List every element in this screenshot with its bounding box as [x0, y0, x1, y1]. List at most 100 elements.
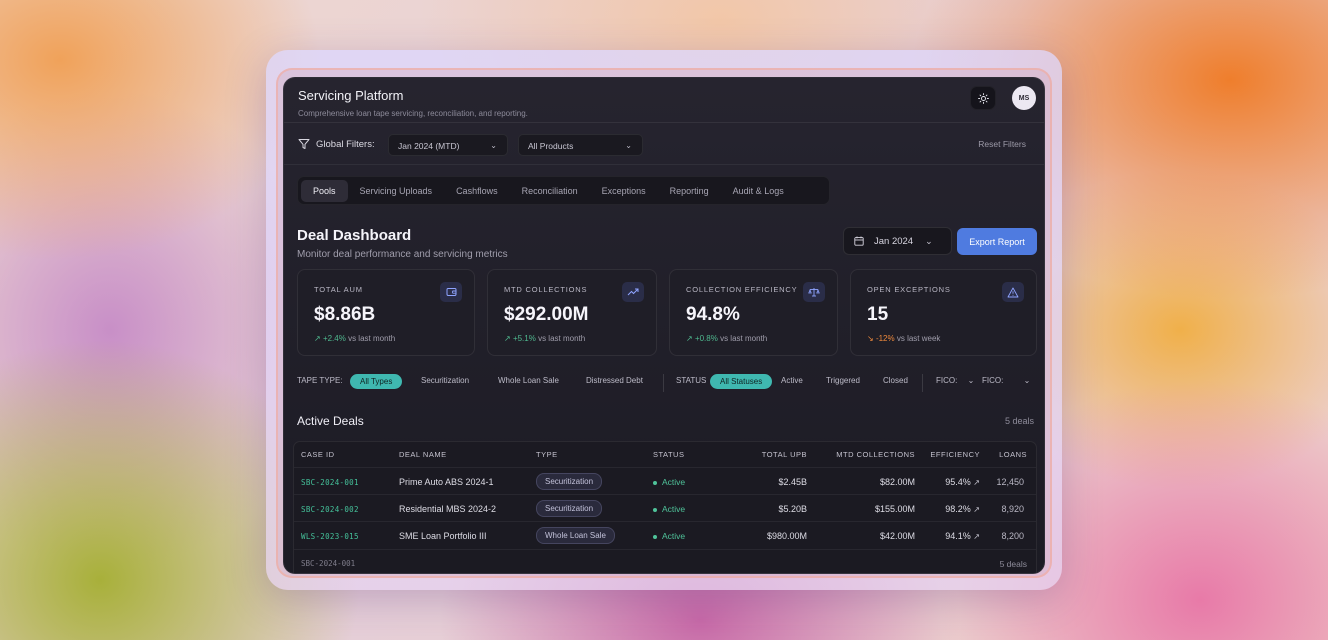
tab-reconciliation[interactable]: Reconciliation	[521, 185, 578, 196]
kpi-label: COLLECTION EFFICIENCY	[686, 285, 798, 294]
reset-filters-button[interactable]: Reset Filters	[978, 139, 1026, 149]
trend-up-arrow-icon: ↗	[504, 334, 511, 343]
kpi-card-open-exceptions: OPEN EXCEPTIONS 15 ↘ -12% vs last week	[850, 269, 1037, 356]
loan-count: 8,200	[1001, 531, 1024, 541]
products-select[interactable]: All Products ⌄	[518, 134, 643, 156]
trend-up-arrow-icon: ↗	[973, 478, 980, 487]
fico-select-1[interactable]: FICO: ⌄	[936, 376, 974, 385]
chip-all-statuses[interactable]: All Statuses	[710, 374, 773, 389]
chip-triggered[interactable]: Triggered	[826, 376, 860, 385]
chip-closed[interactable]: Closed	[883, 376, 908, 385]
kpi-delta-text: vs last month	[538, 334, 586, 343]
status-text: Active	[662, 504, 686, 514]
case-id-link[interactable]: WLS-2023-015	[301, 532, 359, 541]
loan-count: 8,920	[1001, 504, 1024, 514]
deals-table: CASE ID DEAL NAME TYPE STATUS TOTAL UPB …	[293, 441, 1037, 573]
chip-active[interactable]: Active	[781, 376, 803, 385]
table-row[interactable]: SBC-2024-001 Prime Auto ABS 2024-1 Secur…	[294, 467, 1036, 494]
case-id-link[interactable]: SBC-2024-001	[301, 478, 359, 487]
table-footer-id: SBC-2024-001	[301, 559, 356, 568]
tab-servicing-uploads[interactable]: Servicing Uploads	[359, 185, 433, 196]
trend-down-arrow-icon: ↘	[867, 334, 874, 343]
column-header[interactable]: TOTAL UPB	[761, 450, 807, 459]
total-upb: $5.20B	[778, 504, 807, 514]
column-header[interactable]: TYPE	[536, 450, 558, 459]
theme-toggle-button[interactable]	[970, 86, 996, 110]
kpi-delta-text: vs last week	[896, 334, 941, 343]
efficiency-value: 98.2%	[945, 504, 971, 514]
kpi-delta-value: +5.1%	[512, 334, 536, 343]
table-row[interactable]: WLS-2023-015 SME Loan Portfolio III Whol…	[294, 521, 1036, 548]
type-badge: Securitization	[536, 473, 603, 490]
table-row[interactable]: SBC-2024-002 Residential MBS 2024-2 Secu…	[294, 494, 1036, 521]
kpi-delta-text: vs last month	[348, 334, 396, 343]
fico-label: FICO:	[982, 376, 1004, 385]
tab-audit-logs[interactable]: Audit & Logs	[732, 185, 784, 196]
case-id-link[interactable]: SBC-2024-002	[301, 505, 359, 514]
chevron-down-icon: ⌄	[967, 376, 975, 385]
fico-label: FICO:	[936, 376, 958, 385]
app-title: Servicing Platform	[298, 88, 404, 103]
column-header[interactable]: CASE ID	[301, 450, 335, 459]
global-filters-label: Global Filters:	[316, 139, 375, 150]
sun-icon	[977, 92, 989, 104]
tab-pools[interactable]: Pools	[301, 179, 348, 202]
export-report-button[interactable]: Export Report	[957, 228, 1037, 255]
mtd-collections: $82.00M	[879, 477, 915, 487]
products-select-value: All Products	[528, 141, 574, 151]
column-header[interactable]: MTD COLLECTIONS	[836, 450, 915, 459]
period-select[interactable]: Jan 2024 (MTD) ⌄	[388, 134, 508, 156]
kpi-label: TOTAL AUM	[314, 285, 363, 294]
chip-divider	[922, 374, 923, 392]
total-upb: $2.45B	[778, 477, 807, 487]
kpi-value: 15	[867, 304, 889, 325]
mtd-collections: $155.00M	[874, 504, 915, 514]
deal-name: Residential MBS 2024-2	[399, 504, 497, 514]
column-header[interactable]: LOANS	[999, 450, 1027, 459]
date-picker-value: Jan 2024	[874, 235, 914, 247]
efficiency: 95.4% ↗	[945, 477, 980, 487]
chip-all-types[interactable]: All Types	[350, 374, 403, 389]
kpi-delta-value: +0.8%	[694, 334, 718, 343]
chevron-down-icon: ⌄	[490, 141, 497, 150]
table-footer: SBC-2024-001 5 deals	[294, 549, 1036, 573]
fico-select-2[interactable]: FICO: ⌄	[982, 376, 1030, 385]
app-window: Servicing Platform Comprehensive loan ta…	[283, 77, 1045, 574]
status-dot	[653, 480, 657, 485]
trend-up-arrow-icon: ↗	[686, 334, 693, 343]
avatar[interactable]: MS	[1012, 86, 1036, 110]
kpi-delta-text: vs last month	[720, 334, 768, 343]
kpi-delta: ↗ +0.8% vs last month	[686, 334, 767, 343]
column-header[interactable]: DEAL NAME	[399, 450, 447, 459]
date-picker-button[interactable]: Jan 2024 ⌄	[843, 227, 952, 255]
column-header[interactable]: EFFICIENCY	[930, 450, 980, 459]
global-filters-bar: Global Filters: Jan 2024 (MTD) ⌄ All Pro…	[284, 123, 1044, 165]
period-select-value: Jan 2024 (MTD)	[398, 141, 460, 151]
column-header[interactable]: STATUS	[653, 450, 685, 459]
tab-reporting[interactable]: Reporting	[669, 185, 709, 196]
trending-up-icon	[622, 282, 644, 302]
calendar-icon	[854, 236, 864, 246]
trend-up-arrow-icon: ↗	[314, 334, 321, 343]
tab-cashflows[interactable]: Cashflows	[456, 185, 498, 196]
table-footer-count: 5 deals	[999, 559, 1027, 569]
efficiency-value: 94.1%	[945, 531, 971, 541]
efficiency: 98.2% ↗	[945, 504, 980, 514]
status-text: Active	[662, 477, 686, 487]
status-badge: Active	[653, 504, 685, 514]
status-dot	[653, 534, 657, 539]
chip-whole-loan-sale[interactable]: Whole Loan Sale	[498, 376, 559, 385]
kpi-delta-value: -12%	[875, 334, 895, 343]
total-upb: $980.00M	[766, 531, 807, 541]
status-dot	[653, 507, 657, 512]
chevron-down-icon: ⌄	[925, 235, 933, 246]
chip-distressed-debt[interactable]: Distressed Debt	[586, 376, 643, 385]
type-badge: Securitization	[536, 500, 603, 517]
kpi-label: MTD COLLECTIONS	[504, 285, 588, 294]
chip-securitization[interactable]: Securitization	[421, 376, 470, 385]
tab-exceptions[interactable]: Exceptions	[601, 185, 646, 196]
wallet-icon	[440, 282, 462, 302]
chip-divider	[663, 374, 664, 392]
status-badge: Active	[653, 531, 685, 541]
alert-triangle-icon	[1002, 282, 1024, 302]
